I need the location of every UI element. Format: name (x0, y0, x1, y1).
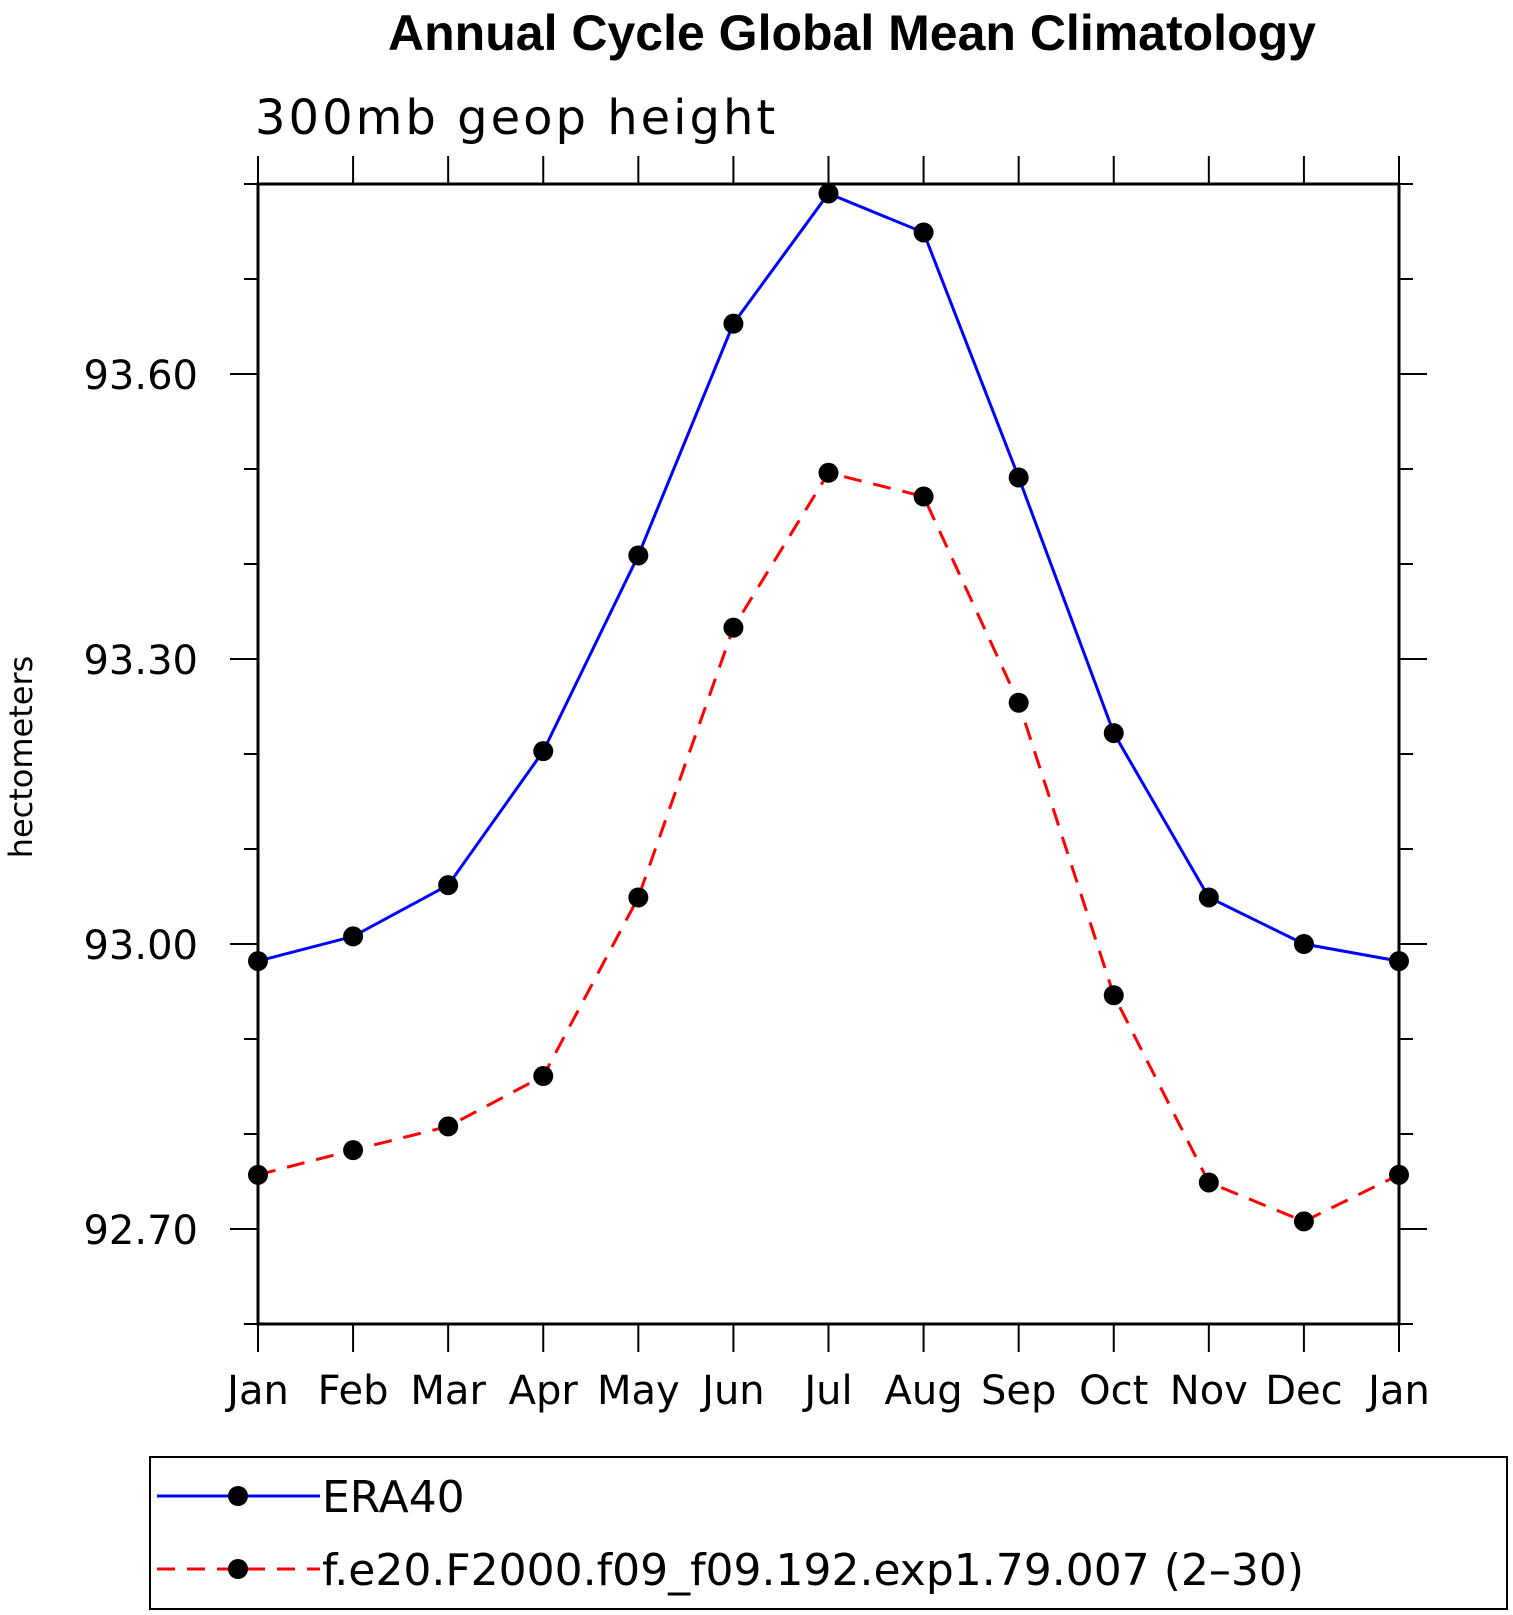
data-point-1 (723, 617, 744, 638)
data-point-1 (1293, 1211, 1314, 1232)
data-point-0 (723, 313, 744, 334)
data-point-1 (1389, 1164, 1409, 1185)
legend-label-model: f.e20.F2000.f09_f09.192.exp1.79.007 (2–3… (322, 1545, 1304, 1596)
data-point-0 (1198, 887, 1219, 908)
y-tick-label: 93.00 (83, 923, 198, 969)
legend-marker-era40 (228, 1486, 248, 1506)
legend-label-era40: ERA40 (322, 1472, 465, 1523)
legend-box (149, 1456, 1508, 1610)
data-point-1 (248, 1164, 268, 1185)
y-axis-title: hectometers (2, 656, 40, 859)
y-tick-label: 93.60 (83, 353, 198, 399)
x-tick-label: Jan (1365, 1368, 1430, 1414)
chart-subtitle: 300mb geop height (255, 90, 778, 146)
y-tick-label: 92.70 (83, 1208, 198, 1254)
data-point-1 (438, 1116, 459, 1137)
x-tick-label: Nov (1170, 1368, 1248, 1414)
data-point-0 (1103, 723, 1124, 744)
data-point-1 (343, 1140, 364, 1161)
plot-frame (256, 182, 1401, 1326)
x-tick-label: Jul (801, 1368, 852, 1414)
data-point-0 (628, 545, 649, 566)
data-point-0 (1008, 467, 1029, 488)
series-layer (248, 183, 1409, 1232)
y-axis: 92.70 93.00 93.30 93.60 (83, 183, 1427, 1325)
x-axis: Jan Feb Mar Apr May Jun Jul Aug Sep Oct Nov Dec Jan (224, 156, 1430, 1414)
data-point-1 (1008, 692, 1029, 713)
data-point-1 (913, 486, 934, 507)
data-point-1 (1103, 985, 1124, 1006)
legend-marker-model (228, 1559, 248, 1579)
x-tick-label: Jan (224, 1368, 289, 1414)
x-tick-label: Mar (410, 1368, 486, 1414)
legend: ERA40 f.e20.F2000.f09_f09.192.exp1.79.00… (149, 1456, 1508, 1610)
series-line-0 (257, 191, 1400, 963)
series-line-1 (257, 471, 1400, 1224)
x-tick-label: Feb (318, 1368, 389, 1414)
data-point-0 (343, 926, 364, 947)
x-tick-label: Oct (1079, 1368, 1148, 1414)
data-point-0 (438, 875, 459, 896)
x-tick-label: Sep (981, 1368, 1056, 1414)
data-point-0 (248, 951, 268, 972)
data-point-0 (1293, 934, 1314, 954)
data-point-0 (1389, 951, 1409, 972)
data-point-1 (628, 887, 649, 908)
data-point-1 (1198, 1172, 1219, 1193)
x-tick-label: Dec (1265, 1368, 1342, 1414)
data-point-0 (913, 222, 934, 243)
data-point-0 (533, 741, 554, 762)
chart-title: Annual Cycle Global Mean Climatology (388, 5, 1316, 61)
x-tick-label: Jun (699, 1368, 765, 1414)
data-point-1 (818, 462, 839, 483)
data-point-0 (818, 183, 839, 204)
x-tick-label: Aug (885, 1368, 963, 1414)
data-point-1 (533, 1066, 554, 1087)
x-tick-label: Apr (509, 1368, 579, 1414)
x-tick-label: May (597, 1368, 680, 1414)
y-tick-label: 93.30 (83, 638, 198, 684)
